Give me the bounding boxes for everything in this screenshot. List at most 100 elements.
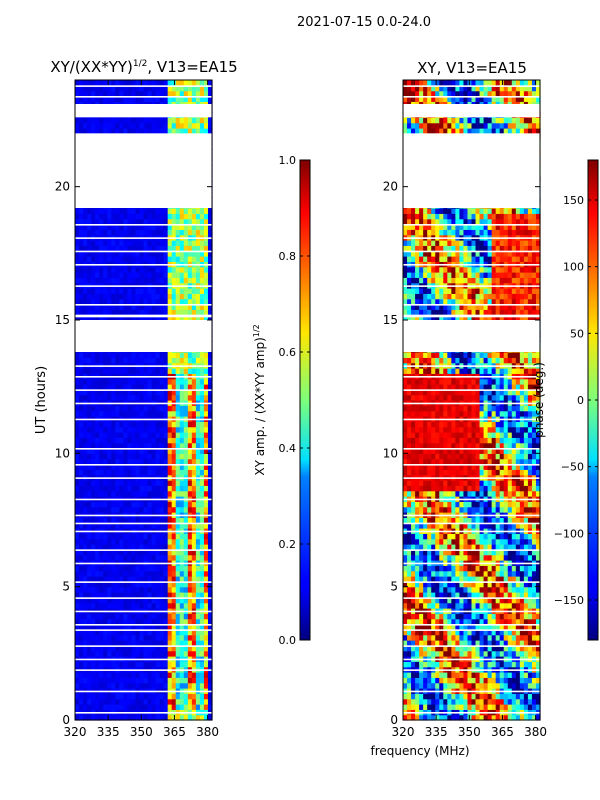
heatmap-cell xyxy=(407,698,412,705)
heatmap-cell xyxy=(143,90,149,97)
heatmap-cell xyxy=(119,80,124,86)
heatmap-cell xyxy=(79,661,84,668)
heatmap-cell xyxy=(207,218,213,225)
heatmap-cell xyxy=(139,117,145,124)
heatmap-cell xyxy=(91,464,96,470)
heatmap-cell xyxy=(171,389,177,396)
heatmap-cell xyxy=(95,410,100,417)
heatmap-cell xyxy=(139,85,145,92)
heatmap-cell xyxy=(155,618,161,625)
heatmap-cell xyxy=(427,650,432,657)
heatmap-cell xyxy=(155,122,161,129)
heatmap-cell xyxy=(143,576,149,582)
heatmap-cell xyxy=(519,602,525,609)
heatmap-cell xyxy=(99,122,104,129)
heatmap-cell xyxy=(163,80,169,86)
heatmap-cell xyxy=(135,485,141,492)
heatmap-cell xyxy=(159,517,165,524)
heatmap-cell xyxy=(207,661,213,668)
heatmap-cell xyxy=(159,645,165,652)
heatmap-cell xyxy=(107,256,112,262)
heatmap-cell xyxy=(87,597,92,604)
heatmap-cell xyxy=(499,602,505,609)
colorbar-tick-label: 1.0 xyxy=(279,154,297,167)
heatmap-cell xyxy=(123,538,128,545)
heatmap-cell xyxy=(83,592,88,598)
heatmap-cell xyxy=(203,245,209,252)
heatmap-cell xyxy=(143,293,149,300)
heatmap-cell xyxy=(475,677,481,684)
heatmap-cell xyxy=(115,421,120,428)
heatmap-cell xyxy=(87,490,92,497)
heatmap-cell xyxy=(163,90,169,97)
heatmap-cell xyxy=(179,682,185,689)
heatmap-cell xyxy=(423,645,428,652)
heatmap-cell xyxy=(179,565,185,572)
heatmap-cell xyxy=(203,544,209,550)
heatmap-cell xyxy=(107,266,112,273)
heatmap-cell xyxy=(467,645,473,652)
heatmap-cell xyxy=(191,506,197,513)
heatmap-cell xyxy=(99,517,104,524)
heatmap-cell xyxy=(135,517,141,524)
heatmap-cell xyxy=(79,469,84,476)
heatmap-cell xyxy=(87,293,92,300)
heatmap-cell xyxy=(167,80,173,86)
heatmap-cell xyxy=(103,458,108,465)
heatmap-cell xyxy=(131,218,137,225)
heatmap-cell xyxy=(187,80,193,86)
heatmap-cell xyxy=(95,698,100,705)
heatmap-cell xyxy=(167,277,173,284)
heatmap-cell xyxy=(415,661,420,668)
heatmap-cell xyxy=(91,714,96,721)
heatmap-cell xyxy=(135,288,141,294)
heatmap-cell xyxy=(79,272,84,278)
heatmap-cell xyxy=(507,714,513,721)
heatmap-cell xyxy=(159,682,165,689)
heatmap-cell xyxy=(179,410,185,417)
heatmap-cell xyxy=(171,432,177,438)
heatmap-cell xyxy=(75,592,80,598)
heatmap-cell xyxy=(475,592,481,598)
heatmap-cell xyxy=(199,576,205,582)
heatmap-cell xyxy=(527,640,533,646)
heatmap-cell xyxy=(135,570,141,577)
heatmap-cell xyxy=(99,469,104,476)
heatmap-cell xyxy=(171,613,177,620)
heatmap-cell xyxy=(95,640,100,646)
heatmap-cell xyxy=(159,522,165,529)
heatmap-cell xyxy=(467,602,473,609)
heatmap-cell xyxy=(159,490,165,497)
heatmap-cell xyxy=(147,384,153,390)
heatmap-cell xyxy=(203,298,209,305)
heatmap-cell xyxy=(203,565,209,572)
heatmap-cell xyxy=(79,549,84,556)
heatmap-cell xyxy=(159,661,165,668)
heatmap-cell xyxy=(195,576,201,582)
heatmap-cell xyxy=(171,501,177,508)
heatmap-cell xyxy=(143,538,149,545)
heatmap-cell xyxy=(159,229,165,236)
heatmap-cell xyxy=(143,368,149,374)
heatmap-cell xyxy=(159,378,165,385)
heatmap-cell xyxy=(75,224,80,230)
heatmap-cell xyxy=(83,272,88,278)
heatmap-cell xyxy=(127,437,133,444)
heatmap-cell xyxy=(119,293,124,300)
heatmap-cell xyxy=(499,624,505,630)
heatmap-cell xyxy=(191,85,197,92)
heatmap-cell xyxy=(199,309,205,316)
heatmap-cell xyxy=(99,90,104,97)
heatmap-cell xyxy=(99,565,104,572)
amplitude-title-exponent: 1/2 xyxy=(133,59,147,69)
heatmap-cell xyxy=(199,250,205,257)
heatmap-cell xyxy=(155,538,161,545)
heatmap-cell xyxy=(87,677,92,684)
heatmap-cell xyxy=(111,480,116,486)
heatmap-cell xyxy=(139,693,145,700)
heatmap-cell xyxy=(131,698,137,705)
heatmap-cell xyxy=(163,266,169,273)
heatmap-cell xyxy=(95,464,100,470)
heatmap-cell xyxy=(107,304,112,310)
heatmap-cell xyxy=(159,208,165,214)
